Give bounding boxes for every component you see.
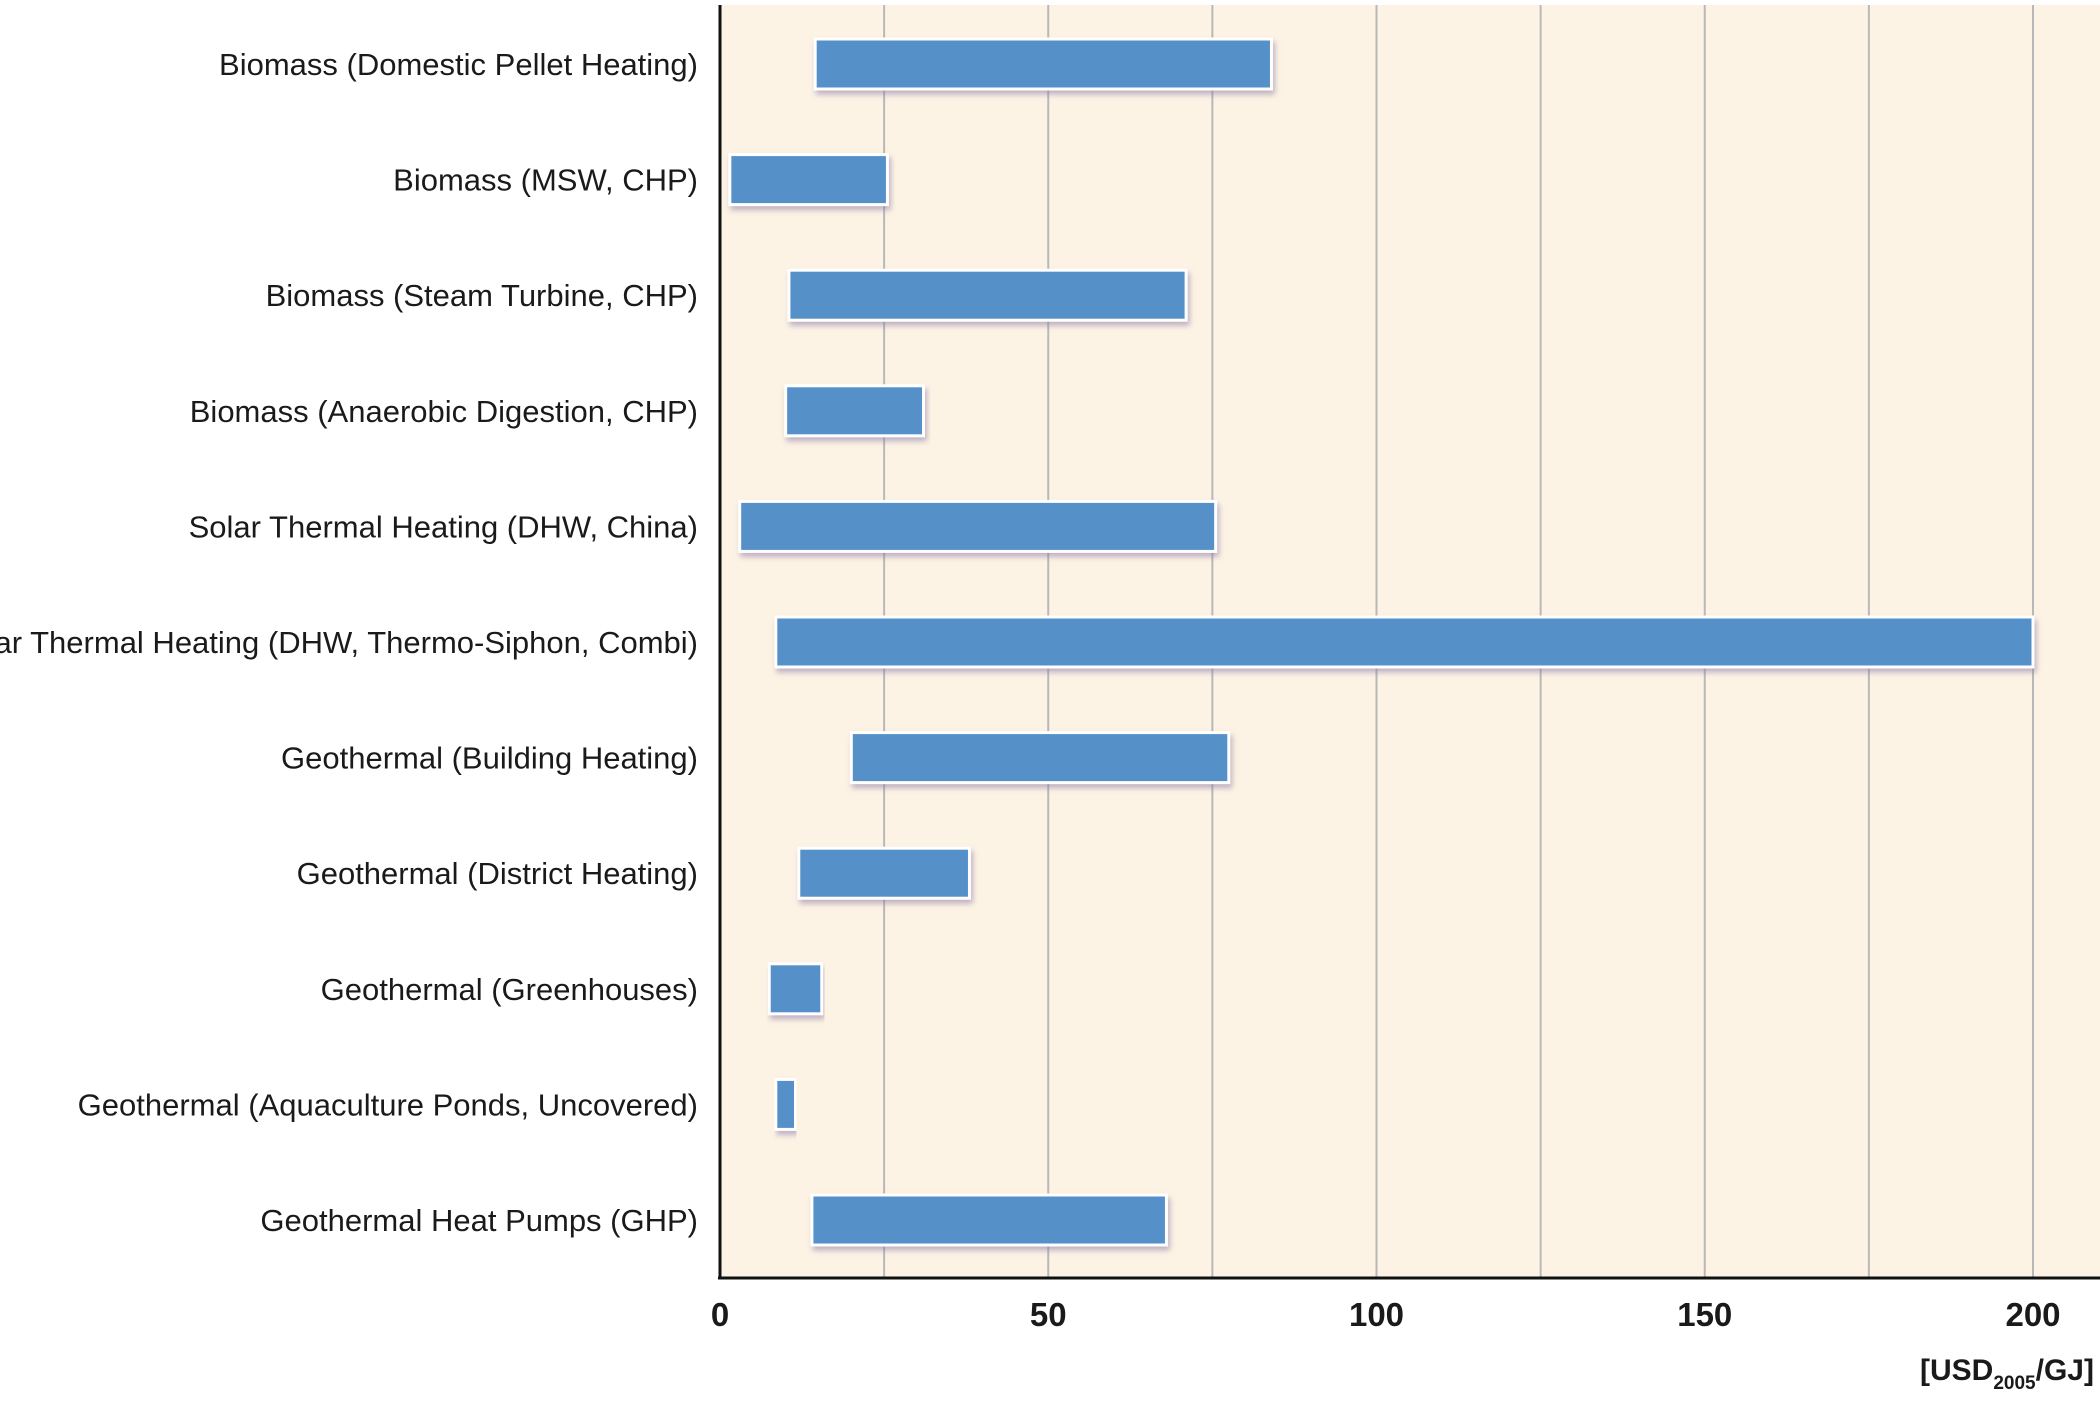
x-tick-label-50: 50	[1030, 1296, 1067, 1333]
range-bar-3	[787, 268, 1188, 322]
x-tick-label-100: 100	[1349, 1296, 1404, 1333]
range-bar-2	[728, 153, 889, 207]
category-label-1: Biomass (Domestic Pellet Heating)	[219, 47, 698, 82]
bars	[728, 37, 2035, 1247]
category-label-11: Geothermal Heat Pumps (GHP)	[260, 1203, 698, 1238]
category-label-3: Biomass (Steam Turbine, CHP)	[266, 278, 698, 313]
x-tick-label-150: 150	[1677, 1296, 1732, 1333]
category-label-9: Geothermal (Greenhouses)	[321, 972, 698, 1007]
category-label-10: Geothermal (Aquaculture Ponds, Uncovered…	[78, 1087, 698, 1122]
x-axis-unit-label: [USD2005/GJ]	[1920, 1354, 2094, 1394]
range-bar-7	[849, 731, 1231, 785]
category-label-6: Solar Thermal Heating (DHW, Thermo-Sipho…	[0, 625, 698, 660]
x-tick-label-0: 0	[711, 1296, 729, 1333]
range-bar-10	[774, 1077, 797, 1131]
range-bar-8	[797, 846, 971, 900]
category-label-8: Geothermal (District Heating)	[297, 856, 698, 891]
range-bar-11	[810, 1193, 1168, 1247]
range-bar-1	[813, 37, 1273, 91]
category-label-5: Solar Thermal Heating (DHW, China)	[189, 509, 698, 544]
category-label-7: Geothermal (Building Heating)	[281, 741, 698, 776]
x-tick-labels: 0 50 100 150 200	[711, 1296, 2061, 1333]
x-tick-label-200: 200	[2005, 1296, 2060, 1333]
range-bar-9	[767, 962, 824, 1016]
category-labels: Biomass (Domestic Pellet Heating) Biomass…	[0, 47, 698, 1238]
range-bar-6	[774, 615, 2035, 669]
category-label-4: Biomass (Anaerobic Digestion, CHP)	[190, 394, 698, 429]
category-label-2: Biomass (MSW, CHP)	[393, 163, 698, 198]
range-bar-5	[738, 499, 1218, 553]
range-bar-4	[784, 384, 926, 438]
